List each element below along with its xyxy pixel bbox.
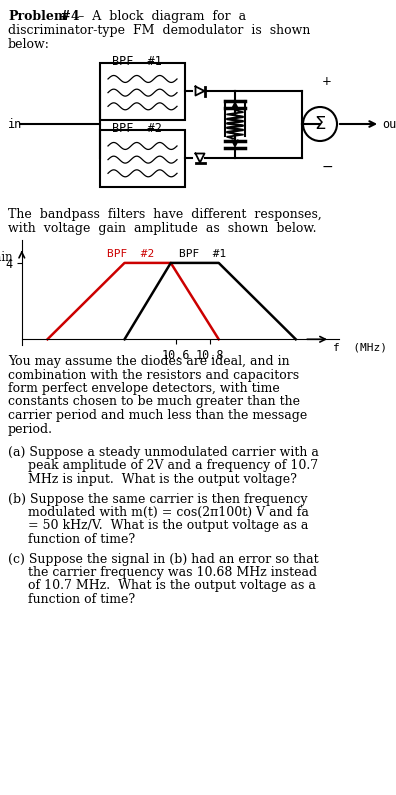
- Text: out: out: [382, 118, 396, 130]
- Text: carrier period and much less than the message: carrier period and much less than the me…: [8, 409, 307, 422]
- Text: BPF  #2: BPF #2: [107, 249, 155, 259]
- Text: −: −: [322, 160, 333, 174]
- Bar: [100, 63, 185, 120]
- Text: in: in: [8, 118, 22, 130]
- Text: function of time?: function of time?: [8, 533, 135, 546]
- Text: = 50 kHz/V.  What is the output voltage as a: = 50 kHz/V. What is the output voltage a…: [8, 519, 308, 533]
- Text: BPF  #1: BPF #1: [112, 55, 162, 68]
- Text: with  voltage  gain  amplitude  as  shown  below.: with voltage gain amplitude as shown bel…: [8, 222, 316, 235]
- Text: $\Sigma$: $\Sigma$: [314, 115, 326, 133]
- Text: (c) Suppose the signal in (b) had an error so that: (c) Suppose the signal in (b) had an err…: [8, 553, 319, 565]
- Text: form perfect envelope detectors, with time: form perfect envelope detectors, with ti…: [8, 382, 280, 395]
- Text: constants chosen to be much greater than the: constants chosen to be much greater than…: [8, 395, 300, 409]
- Text: function of time?: function of time?: [8, 593, 135, 606]
- Text: (a) Suppose a steady unmodulated carrier with a: (a) Suppose a steady unmodulated carrier…: [8, 446, 319, 459]
- Text: #4: #4: [56, 10, 80, 23]
- Text: modulated with m(t) = cos(2π100t) V and fa: modulated with m(t) = cos(2π100t) V and …: [8, 506, 309, 519]
- Bar: [100, 130, 185, 187]
- Text: The  bandpass  filters  have  different  responses,: The bandpass filters have different resp…: [8, 208, 322, 221]
- Text: You may assume the diodes are ideal, and in: You may assume the diodes are ideal, and…: [8, 355, 289, 368]
- Text: (b) Suppose the same carrier is then frequency: (b) Suppose the same carrier is then fre…: [8, 492, 308, 506]
- Text: peak amplitude of 2V and a frequency of 10.7: peak amplitude of 2V and a frequency of …: [8, 460, 318, 472]
- Text: below:: below:: [8, 38, 50, 51]
- Text: BPF  #2: BPF #2: [112, 122, 162, 135]
- Text: discriminator-type  FM  demodulator  is  shown: discriminator-type FM demodulator is sho…: [8, 24, 310, 37]
- Text: f  (MHz): f (MHz): [333, 342, 387, 352]
- Text: period.: period.: [8, 422, 53, 436]
- Text: combination with the resistors and capacitors: combination with the resistors and capac…: [8, 369, 299, 382]
- Text: the carrier frequency was 10.68 MHz instead: the carrier frequency was 10.68 MHz inst…: [8, 566, 317, 579]
- Text: of 10.7 MHz.  What is the output voltage as a: of 10.7 MHz. What is the output voltage …: [8, 580, 316, 592]
- Text: BPF  #1: BPF #1: [179, 249, 227, 259]
- Text: Problem: Problem: [8, 10, 67, 23]
- Text: +: +: [322, 75, 332, 88]
- Text: Gain: Gain: [0, 251, 13, 265]
- Text: –  A  block  diagram  for  a: – A block diagram for a: [74, 10, 246, 23]
- Text: MHz is input.  What is the output voltage?: MHz is input. What is the output voltage…: [8, 473, 297, 486]
